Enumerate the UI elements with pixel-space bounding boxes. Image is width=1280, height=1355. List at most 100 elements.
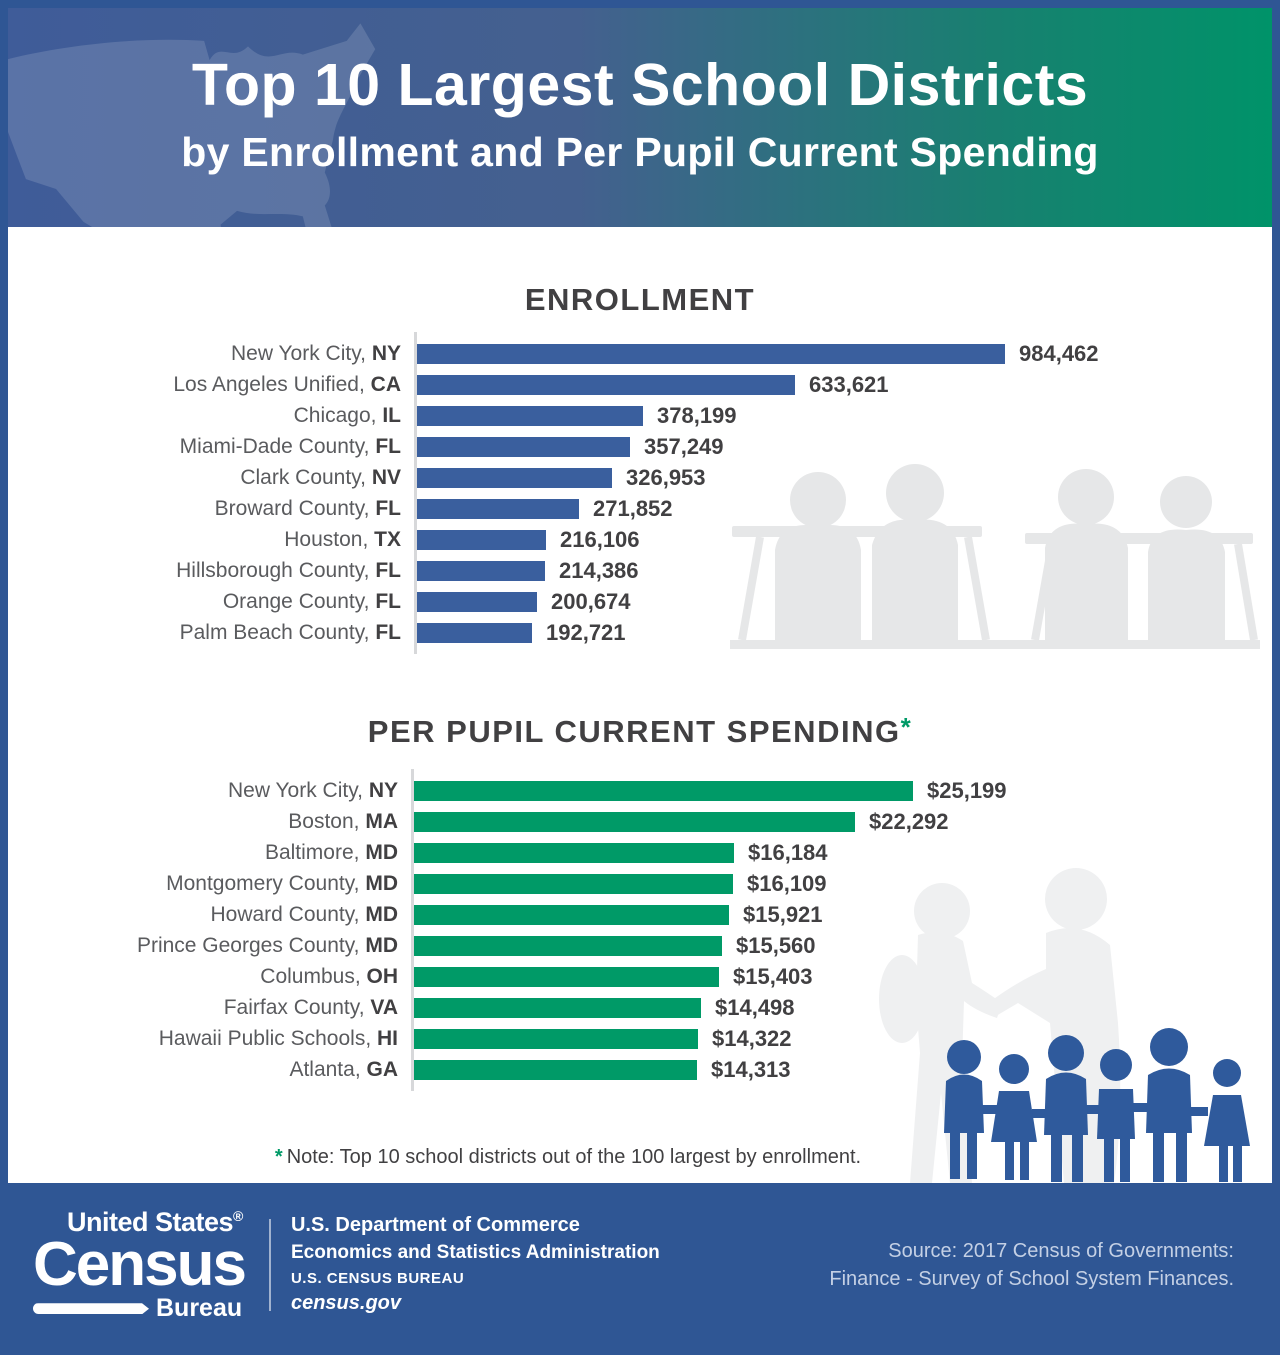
- source-line-2: Finance - Survey of School System Financ…: [829, 1268, 1234, 1290]
- footer-bar: United States® Census Bureau U.S. Depart…: [8, 1183, 1272, 1347]
- value-label: $16,184: [748, 839, 828, 865]
- dept-esa: Economics and Statistics Administration: [290, 1241, 660, 1263]
- state-abbrev: NY: [368, 778, 398, 802]
- registered-mark: ®: [233, 1207, 243, 1224]
- page-inner: Top 10 Largest School Districts by Enrol…: [8, 8, 1272, 1347]
- header-banner: Top 10 Largest School Districts by Enrol…: [8, 8, 1272, 227]
- chart-row: Prince Georges County, MD $15,560: [8, 930, 1272, 961]
- district-label: Orange County, FL: [222, 589, 401, 613]
- department-block: U.S. Department of Commerce Economics an…: [291, 1212, 660, 1318]
- chart-row: Orange County, FL 200,674: [8, 586, 1272, 617]
- enrollment-title-text: ENROLLMENT: [524, 282, 756, 317]
- bar: [417, 405, 643, 426]
- chart-row: Los Angeles Unified, CA 633,621: [8, 369, 1272, 400]
- district-label: Columbus, OH: [260, 964, 399, 988]
- state-abbrev: OH: [366, 964, 399, 988]
- chart-row: Hawaii Public Schools, HI $14,322: [8, 1023, 1272, 1054]
- spending-chart-title: PER PUPIL CURRENT SPENDING*: [8, 712, 1272, 750]
- bar: [414, 966, 719, 987]
- bar: [414, 842, 734, 863]
- value-label: $15,560: [736, 932, 816, 958]
- children-group-silhouette-icon: [944, 1028, 1250, 1182]
- page-subtitle: by Enrollment and Per Pupil Current Spen…: [181, 129, 1099, 175]
- us-map-silhouette-icon: [8, 23, 376, 227]
- census-gov-link: census.gov: [290, 1292, 402, 1315]
- footer-divider: [268, 1219, 271, 1311]
- state-abbrev: FL: [375, 589, 401, 613]
- state-abbrev: HI: [377, 1026, 398, 1050]
- district-label: Houston, TX: [284, 527, 401, 551]
- district-label: Hillsborough County, FL: [176, 558, 401, 582]
- chart-row: Montgomery County, MD $16,109: [8, 868, 1272, 899]
- value-label: 271,852: [593, 495, 673, 521]
- header-text: Top 10 Largest School Districts by Enrol…: [8, 56, 1272, 176]
- district-label: Howard County, MD: [210, 902, 398, 926]
- chart-row: Atlanta, GA $14,313: [8, 1054, 1272, 1085]
- value-label: $15,921: [743, 901, 823, 927]
- spending-rows: New York City, NY $25,199 Boston, MA $22,29…: [8, 775, 1272, 1085]
- district-label: Los Angeles Unified, CA: [173, 372, 401, 396]
- dept-census-bureau: U.S. CENSUS BUREAU: [290, 1269, 465, 1287]
- bar: [414, 904, 729, 925]
- state-abbrev: GA: [366, 1057, 399, 1081]
- bar: [414, 997, 701, 1018]
- district-label: Boston, MA: [288, 809, 398, 833]
- bar: [417, 343, 1005, 364]
- state-abbrev: IL: [382, 403, 401, 427]
- state-abbrev: MD: [365, 902, 398, 926]
- enrollment-rows: New York City, NY 984,462 Los Angeles Unif…: [8, 338, 1272, 648]
- district-label: Hawaii Public Schools, HI: [158, 1026, 398, 1050]
- district-label: Fairfax County, VA: [223, 995, 398, 1019]
- census-bureau-logo: United States® Census Bureau: [33, 1207, 247, 1324]
- spending-title-text: PER PUPIL CURRENT SPENDING: [367, 714, 901, 749]
- logo-swoosh-icon: [33, 1303, 149, 1315]
- bar: [417, 498, 579, 519]
- value-label: 326,953: [626, 464, 706, 490]
- value-label: 216,106: [560, 526, 640, 552]
- bar: [414, 1028, 698, 1049]
- state-abbrev: FL: [375, 558, 401, 582]
- chart-row: Howard County, MD $15,921: [8, 899, 1272, 930]
- chart-row: Chicago, IL 378,199: [8, 400, 1272, 431]
- state-abbrev: MD: [365, 840, 398, 864]
- state-abbrev: FL: [375, 434, 401, 458]
- value-label: $14,313: [711, 1056, 791, 1082]
- logo-bottom-row: Bureau: [33, 1294, 245, 1323]
- district-label: Clark County, NV: [240, 465, 401, 489]
- value-label: 214,386: [559, 557, 639, 583]
- district-label: Prince Georges County, MD: [136, 933, 398, 957]
- chart-row: Palm Beach County, FL 192,721: [8, 617, 1272, 648]
- district-label: Broward County, FL: [214, 496, 401, 520]
- value-label: $14,322: [712, 1025, 792, 1051]
- district-label: Miami-Dade County, FL: [179, 434, 401, 458]
- source-line-1: Source: 2017 Census of Governments:: [888, 1240, 1234, 1262]
- page-title: Top 10 Largest School Districts: [191, 52, 1089, 118]
- value-label: $14,498: [715, 994, 795, 1020]
- bar: [414, 780, 913, 801]
- bar: [417, 529, 546, 550]
- chart-row: Broward County, FL 271,852: [8, 493, 1272, 524]
- bar: [417, 436, 630, 457]
- value-label: 984,462: [1019, 340, 1099, 366]
- footnote-text: Note: Top 10 school districts out of the…: [286, 1146, 862, 1168]
- bar: [417, 467, 612, 488]
- district-label: Baltimore, MD: [264, 840, 398, 864]
- bar: [417, 374, 795, 395]
- value-label: 633,621: [809, 371, 889, 397]
- logo-census: Census: [33, 1229, 247, 1299]
- district-label: New York City, NY: [230, 341, 401, 365]
- district-label: Atlanta, GA: [289, 1057, 399, 1081]
- bar: [417, 560, 545, 581]
- state-abbrev: VA: [370, 995, 398, 1019]
- bar: [417, 622, 532, 643]
- state-abbrev: CA: [370, 372, 401, 396]
- chart-row: Houston, TX 216,106: [8, 524, 1272, 555]
- chart-row: Boston, MA $22,292: [8, 806, 1272, 837]
- dept-commerce: U.S. Department of Commerce: [290, 1213, 580, 1236]
- source-citation: Source: 2017 Census of Governments: Fina…: [829, 1237, 1234, 1293]
- state-abbrev: MD: [365, 933, 398, 957]
- logo-bureau: Bureau: [156, 1294, 243, 1323]
- value-label: 192,721: [546, 619, 626, 645]
- chart-row: Miami-Dade County, FL 357,249: [8, 431, 1272, 462]
